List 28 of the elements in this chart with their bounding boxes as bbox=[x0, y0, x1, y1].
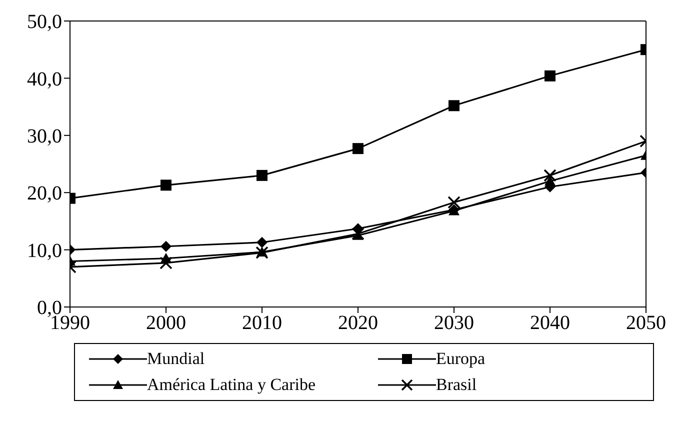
point bbox=[544, 70, 556, 82]
point bbox=[160, 180, 172, 191]
y-tick-label: 30,0 bbox=[27, 126, 62, 148]
legend-label: Brasil bbox=[436, 375, 477, 395]
y-tick-label: 40,0 bbox=[27, 68, 62, 90]
x-tick-label: 2040 bbox=[530, 312, 570, 334]
point bbox=[256, 246, 268, 260]
y-tick-label: 50,0 bbox=[27, 11, 62, 34]
y-tick-label: 20,0 bbox=[27, 182, 62, 205]
point bbox=[352, 227, 364, 240]
point bbox=[160, 256, 172, 270]
point bbox=[352, 143, 364, 154]
point bbox=[160, 240, 172, 252]
point bbox=[256, 236, 268, 248]
x-tick-label: 2020 bbox=[338, 312, 378, 334]
point bbox=[448, 100, 460, 112]
y-tick-label: 10,0 bbox=[27, 240, 62, 262]
x-tick-label: 2010 bbox=[242, 312, 282, 334]
legend-label: Europa bbox=[436, 349, 486, 369]
point bbox=[448, 196, 460, 209]
x-tick-label: 2000 bbox=[146, 312, 186, 334]
legend-label: Mundial bbox=[147, 349, 205, 369]
point bbox=[256, 170, 268, 181]
legend-label: América Latina y Caribe bbox=[147, 375, 316, 395]
x-tick-label: 2030 bbox=[434, 312, 474, 334]
point bbox=[544, 176, 556, 186]
x-tick-label: 2050 bbox=[626, 312, 666, 334]
point bbox=[544, 169, 556, 182]
